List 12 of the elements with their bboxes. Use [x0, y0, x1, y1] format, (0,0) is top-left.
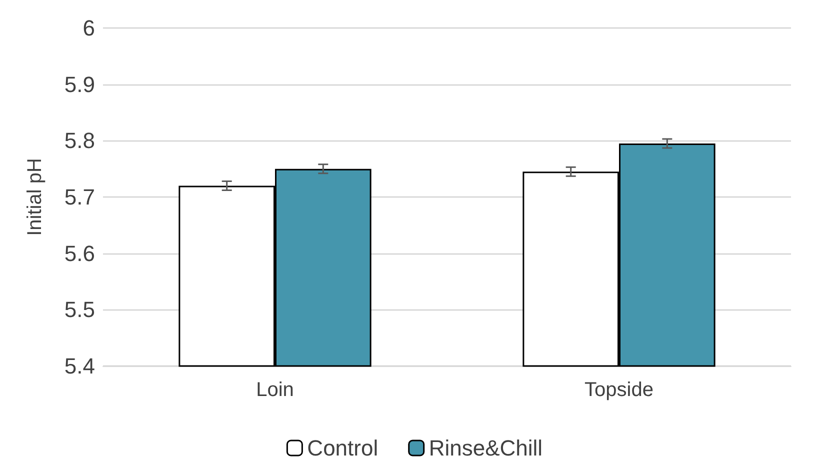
- legend-label: Rinse&Chill: [428, 436, 543, 460]
- x-tick-label: Loin: [256, 379, 294, 401]
- y-tick-label: 5.4: [64, 354, 95, 378]
- legend-label: Control: [307, 436, 378, 460]
- y-tick-label: 5.5: [64, 297, 95, 322]
- y-tick-label: 5.7: [64, 184, 95, 210]
- y-tick-label: 5.9: [64, 72, 95, 97]
- y-tick-label: 6: [82, 16, 95, 40]
- y-tick-label: 5.6: [64, 240, 95, 266]
- y-axis-title: Initial pH: [24, 158, 46, 236]
- y-tick-label: 5.8: [64, 128, 95, 154]
- x-tick-label: Topside: [584, 379, 654, 401]
